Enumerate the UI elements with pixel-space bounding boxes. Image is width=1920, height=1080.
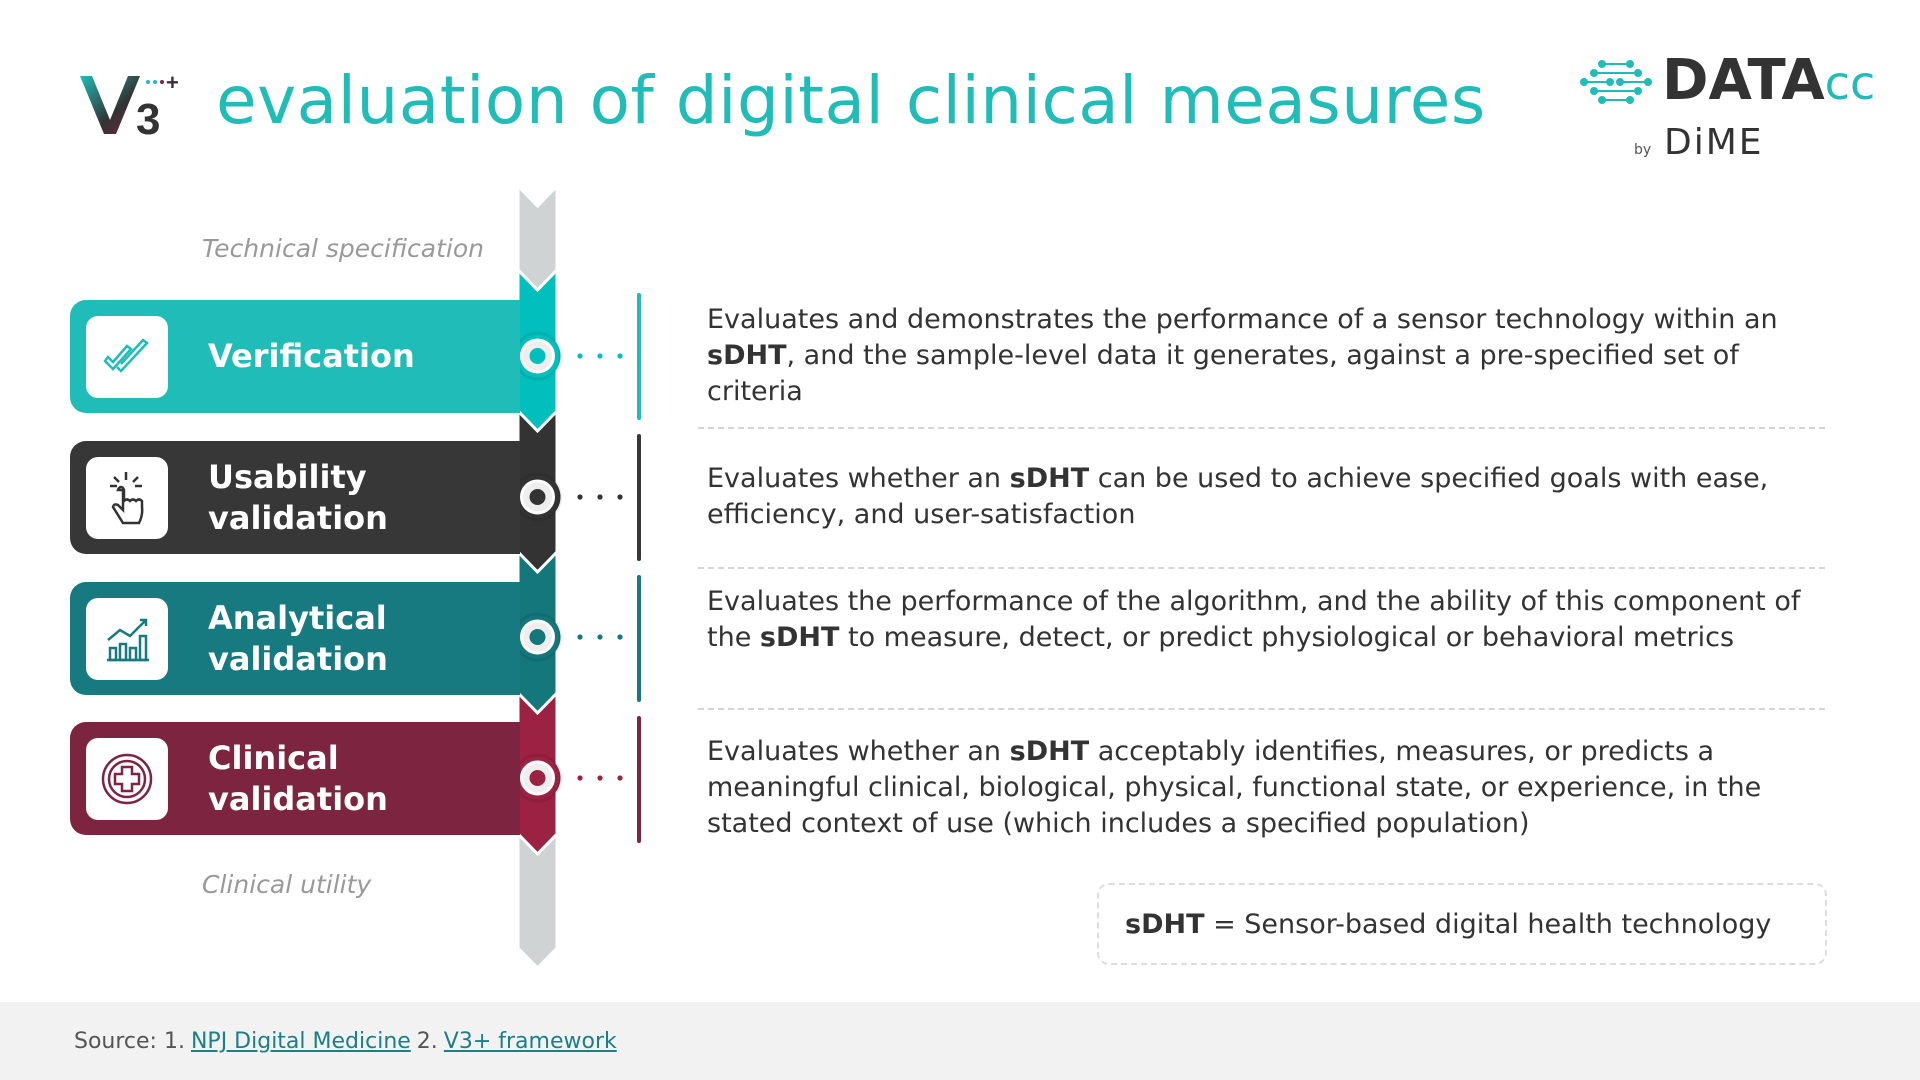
connector-dot	[597, 353, 603, 359]
link-npj-digital-medicine[interactable]: NPJ Digital Medicine	[190, 1028, 411, 1054]
stage-node-icon	[513, 612, 562, 662]
stage-description-usability: Evaluates whether an sDHT can be used to…	[707, 461, 1827, 533]
definition-box: sDHT = Sensor-based digital health techn…	[1097, 883, 1827, 965]
description-text: , and the sample-level data it generates…	[707, 340, 1748, 407]
separator	[698, 708, 1825, 710]
term-bold: sDHT	[1009, 463, 1090, 494]
brand-name: DATA	[1662, 48, 1825, 113]
term-bold: sDHT	[1009, 736, 1090, 767]
description-text: Evaluates whether an	[707, 736, 1010, 767]
description-text: Evaluates whether an	[707, 463, 1010, 494]
description-text: Evaluates the performance of the algorit…	[707, 586, 1809, 653]
description-text: can be used to achieve specified goals w…	[707, 463, 1777, 530]
stage-divider-line	[637, 575, 641, 702]
double-check-icon	[86, 315, 168, 398]
stage-card-analytical: Analytical validation	[70, 582, 520, 695]
stage-card-verification: Verification	[70, 300, 520, 413]
separator	[698, 567, 1825, 569]
description-text: acceptably identifies, measures, or pred…	[707, 736, 1770, 839]
page-title: evaluation of digital clinical measures	[216, 62, 1486, 139]
axis-top-label: Technical specification	[202, 234, 484, 263]
connector-dot	[577, 353, 583, 359]
connector-dot	[617, 353, 623, 359]
stage-label: Analytical validation	[208, 598, 388, 678]
connector-dot	[597, 494, 603, 500]
term-bold: sDHT	[707, 340, 787, 371]
connector-dot	[577, 494, 583, 500]
definition-text: = Sensor-based digital health technology	[1204, 908, 1772, 940]
connector-dot	[617, 494, 623, 500]
brand-by: by	[1634, 142, 1652, 158]
axis-bottom-label: Clinical utility	[202, 870, 372, 899]
medical-cross-icon	[86, 737, 168, 820]
svg-text:+: +	[166, 72, 179, 95]
source-sep: 2.	[416, 1028, 438, 1054]
stage-divider-line	[637, 716, 641, 843]
stage-node-icon	[513, 472, 562, 522]
stage-label: Verification	[208, 337, 415, 375]
description-text: Evaluates and demonstrates the performan…	[707, 304, 1787, 335]
dime-logo: DiME	[1664, 122, 1764, 163]
footer: Source: 1. NPJ Digital Medicine 2. V3+ f…	[0, 1002, 1920, 1080]
connector-dot	[577, 634, 583, 640]
term-bold: sDHT	[759, 622, 840, 653]
link-v3-framework[interactable]: V3+ framework	[443, 1028, 617, 1054]
v3-logo: 3 +	[80, 72, 179, 138]
stage-label: Clinical validation	[208, 738, 388, 818]
svg-text:3: 3	[136, 95, 160, 138]
hand-pointer-click-icon	[86, 456, 168, 539]
source-prefix: Source: 1.	[74, 1028, 185, 1054]
stage-label: Usability validation	[208, 457, 388, 537]
connector-dot	[597, 634, 603, 640]
definition-term: sDHT	[1125, 908, 1205, 940]
connector-dot	[597, 775, 603, 781]
connector-dot	[617, 634, 623, 640]
connector-dot	[577, 775, 583, 781]
circuit-lines-icon	[1580, 60, 1652, 104]
stage-node-icon	[513, 753, 562, 803]
brand-suffix: cc	[1824, 56, 1876, 110]
stage-node-icon	[513, 331, 562, 381]
arrow-segment	[516, 830, 559, 971]
stage-divider-line	[637, 293, 641, 420]
stage-description-clinical: Evaluates whether an sDHT acceptably ide…	[707, 734, 1827, 842]
stage-divider-line	[637, 434, 641, 561]
separator	[698, 427, 1825, 429]
stage-card-clinical: Clinical validation	[70, 722, 520, 835]
description-text: to measure, detect, or predict physiolog…	[839, 622, 1735, 653]
datacc-logo: DATAcc by DiME	[1580, 48, 1900, 168]
bar-chart-trend-icon	[86, 597, 168, 680]
stage-description-analytical: Evaluates the performance of the algorit…	[707, 584, 1827, 656]
stage-card-usability: Usability validation	[70, 441, 520, 554]
connector-dot	[617, 775, 623, 781]
stage-description-verification: Evaluates and demonstrates the performan…	[707, 302, 1827, 410]
